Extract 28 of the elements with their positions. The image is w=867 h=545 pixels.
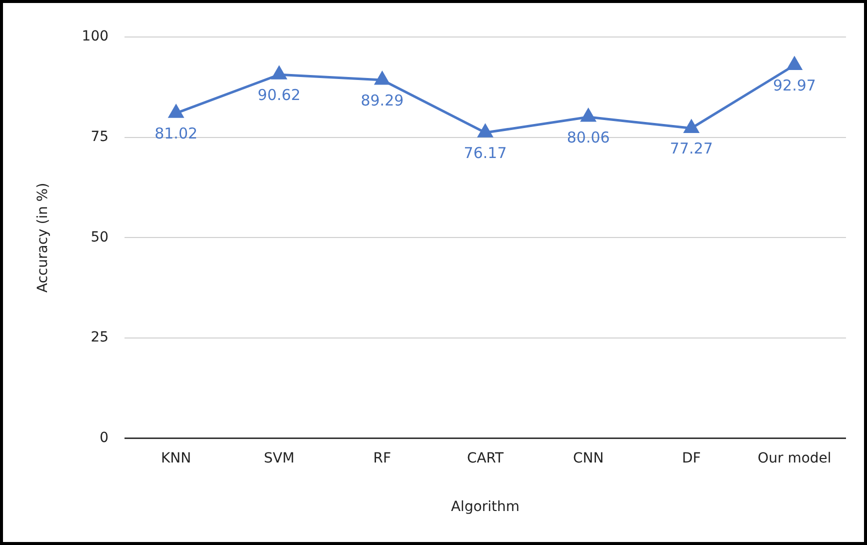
y-tick-label: 50 xyxy=(90,229,109,246)
x-tick-label: SVM xyxy=(264,450,294,466)
point xyxy=(684,120,699,133)
data-label: 77.27 xyxy=(670,140,713,158)
x-tick-label: DF xyxy=(682,450,701,466)
data-label: 90.62 xyxy=(258,86,301,104)
point xyxy=(272,66,286,80)
x-tick-label: RF xyxy=(373,450,392,466)
x-tick-label: CART xyxy=(466,450,504,466)
data-label: 80.06 xyxy=(566,128,610,146)
data-label: 89.29 xyxy=(360,91,404,110)
y-tick-label: 0 xyxy=(100,430,109,446)
data-label: 76.17 xyxy=(464,144,507,162)
y-tick-label: 75 xyxy=(90,128,109,145)
point xyxy=(478,124,493,138)
point xyxy=(374,72,390,85)
y-axis-title: Accuracy (in %) xyxy=(35,182,52,293)
y-tick-label: 100 xyxy=(82,28,109,45)
data-label: 81.02 xyxy=(154,124,198,143)
point xyxy=(168,104,184,118)
data-label: 92.97 xyxy=(772,76,816,95)
x-tick-label: KNN xyxy=(160,450,192,466)
point xyxy=(787,56,802,70)
x-tick-label: Our model xyxy=(758,450,832,466)
x-tick-label: CNN xyxy=(572,450,604,466)
point xyxy=(581,108,596,122)
y-tick-label: 25 xyxy=(90,330,109,346)
x-axis-title: Algorithm xyxy=(450,499,520,516)
